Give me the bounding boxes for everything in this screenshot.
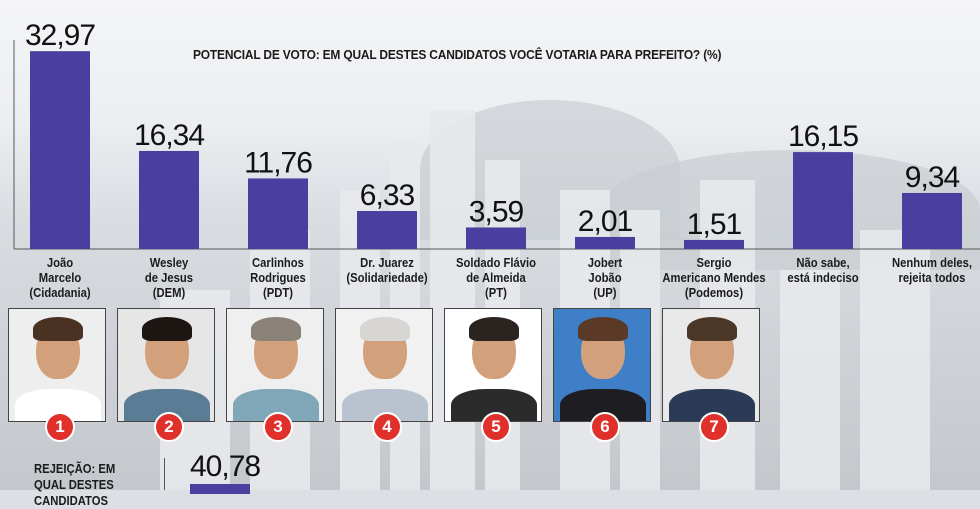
hair-shape bbox=[251, 317, 301, 341]
candidate-number-badge-5: 5 bbox=[481, 412, 511, 442]
bar-value-label-7: 1,51 bbox=[687, 208, 742, 241]
category-label-5: Soldado Flávio de Almeida (PT) bbox=[438, 256, 555, 301]
category-label-6: Jobert Jobão (UP) bbox=[547, 256, 664, 301]
hair-shape bbox=[687, 317, 737, 341]
hair-shape bbox=[469, 317, 519, 341]
rejection-first-value: 40,78 bbox=[190, 450, 260, 484]
candidate-number-badge-1: 1 bbox=[45, 412, 75, 442]
candidate-photo-1 bbox=[8, 308, 106, 422]
bar-value-label-3: 11,76 bbox=[244, 146, 312, 179]
candidate-number-badge-3: 3 bbox=[263, 412, 293, 442]
category-label-7: Sergio Americano Mendes (Podemos) bbox=[656, 256, 773, 301]
candidate-photo-5 bbox=[444, 308, 542, 422]
bar-5 bbox=[466, 227, 526, 249]
candidate-photo-7 bbox=[662, 308, 760, 422]
rejection-axis bbox=[164, 458, 165, 490]
category-label-8: Não sabe, está indeciso bbox=[765, 256, 882, 286]
candidate-photo-3 bbox=[226, 308, 324, 422]
hair-shape bbox=[578, 317, 628, 341]
bar-4 bbox=[357, 211, 417, 249]
bar-6 bbox=[575, 237, 635, 249]
candidate-photo-6 bbox=[553, 308, 651, 422]
rejection-title: REJEIÇÃO: EM QUAL DESTES CANDIDATOS bbox=[34, 461, 147, 509]
category-label-9: Nenhum deles, rejeita todos bbox=[874, 256, 980, 286]
category-label-2: Wesley de Jesus (DEM) bbox=[111, 256, 228, 301]
bar-value-label-5: 3,59 bbox=[469, 195, 524, 228]
category-label-1: João Marcelo (Cidadania) bbox=[2, 256, 119, 301]
bar-9 bbox=[902, 193, 962, 249]
rejection-first-bar bbox=[190, 484, 250, 494]
candidate-photo-4 bbox=[335, 308, 433, 422]
hair-shape bbox=[360, 317, 410, 341]
candidate-number-badge-2: 2 bbox=[154, 412, 184, 442]
bar-3 bbox=[248, 178, 308, 249]
bar-value-label-1: 32,97 bbox=[25, 19, 95, 52]
category-label-4: Dr. Juarez (Solidariedade) bbox=[329, 256, 446, 286]
bar-value-label-8: 16,15 bbox=[788, 120, 858, 153]
candidate-number-badge-4: 4 bbox=[372, 412, 402, 442]
bar-7 bbox=[684, 240, 744, 249]
bar-value-label-9: 9,34 bbox=[905, 161, 960, 194]
candidate-number-badge-7: 7 bbox=[699, 412, 729, 442]
candidate-photo-2 bbox=[117, 308, 215, 422]
hair-shape bbox=[33, 317, 83, 341]
bar-value-label-4: 6,33 bbox=[360, 179, 415, 212]
category-label-3: Carlinhos Rodrigues (PDT) bbox=[220, 256, 337, 301]
bar-value-label-6: 2,01 bbox=[578, 205, 633, 238]
bar-1 bbox=[30, 51, 90, 249]
bar-2 bbox=[139, 151, 199, 249]
candidate-number-badge-6: 6 bbox=[590, 412, 620, 442]
bar-value-label-2: 16,34 bbox=[134, 119, 204, 152]
bar-8 bbox=[793, 152, 853, 249]
hair-shape bbox=[142, 317, 192, 341]
